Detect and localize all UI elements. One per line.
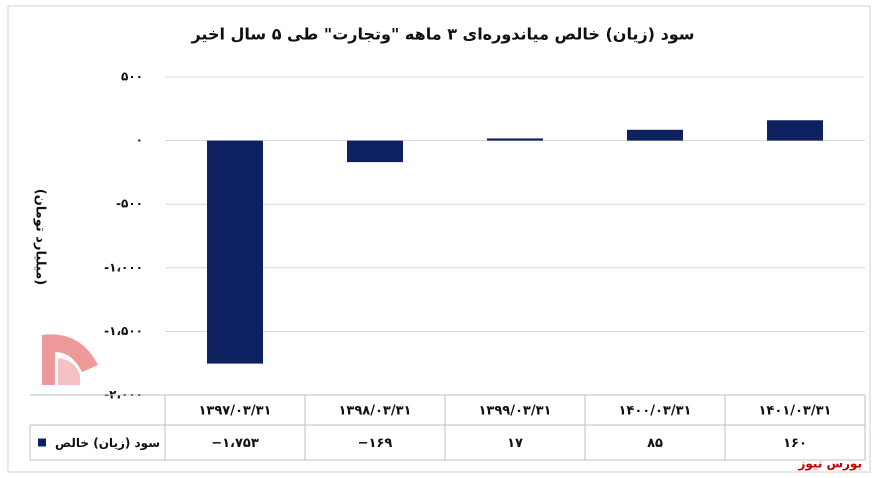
x-tick-label: ۱۳۹۹/۰۳/۳۱ xyxy=(479,404,552,419)
x-tick-label: ۱۳۹۷/۰۳/۳۱ xyxy=(199,404,272,419)
legend-label: سود (زیان) خالص xyxy=(55,436,160,451)
bar xyxy=(207,140,263,364)
y-tick-label: ۵۰۰ xyxy=(121,70,143,84)
y-tick-label: -۱،۰۰۰ xyxy=(104,260,143,274)
bar xyxy=(347,140,403,163)
y-tick-label: ۰ xyxy=(136,133,143,147)
source: بورس نیوز xyxy=(797,457,862,472)
y-tick-label: -۱،۵۰۰ xyxy=(104,324,143,338)
bar xyxy=(627,129,683,141)
y-axis-label: (میلیارد تومان) xyxy=(33,189,48,286)
data-label: ۱۷ xyxy=(507,436,523,451)
x-tick-label: ۱۴۰۱/۰۳/۳۱ xyxy=(759,404,832,419)
chart-title: سود (زیان) خالص میاندوره‌ای ۳ ماهه "وتجا… xyxy=(190,25,694,44)
chart-frame xyxy=(7,5,871,473)
data-label: −۱۶۹ xyxy=(358,436,393,451)
data-label: ۱۶۰ xyxy=(783,436,807,451)
y-tick-label: -۵۰۰ xyxy=(116,197,143,211)
x-tick-label: ۱۳۹۸/۰۳/۳۱ xyxy=(339,404,412,419)
x-tick-label: ۱۴۰۰/۰۳/۳۱ xyxy=(619,404,692,419)
data-label: ۸۵ xyxy=(647,436,663,451)
bar xyxy=(487,138,543,141)
legend-swatch xyxy=(38,438,46,447)
bar xyxy=(767,120,823,141)
logo-watermark xyxy=(42,334,98,385)
data-label: −۱،۷۵۳ xyxy=(211,436,259,451)
